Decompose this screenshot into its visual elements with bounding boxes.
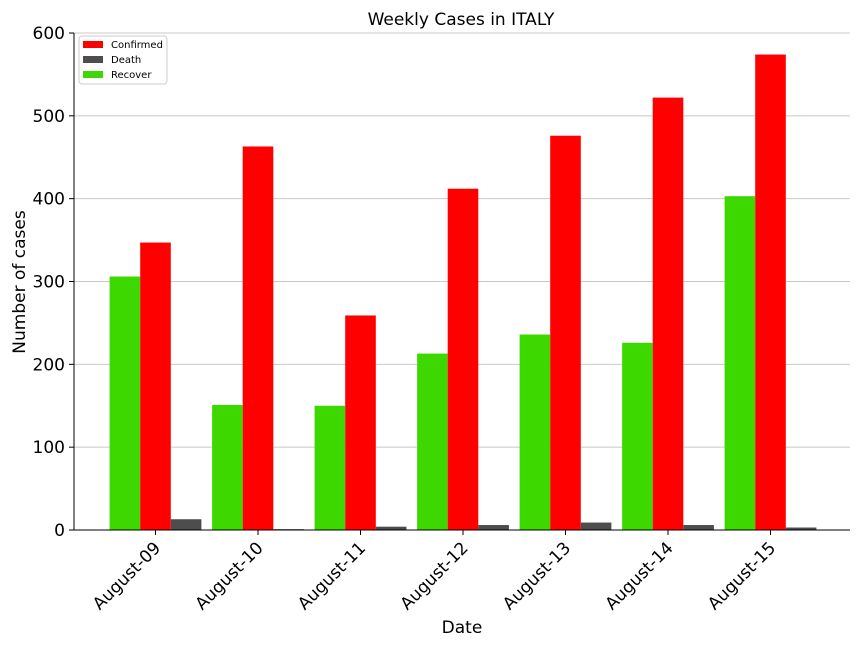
bar-recover-august-11 — [314, 405, 346, 530]
y-tick-label: 0 — [54, 521, 65, 541]
x-tick-label: August-09 — [89, 538, 165, 614]
bar-confirmed-august-13 — [550, 135, 581, 531]
y-tick-label: 600 — [33, 24, 65, 44]
bar-recover-august-12 — [417, 353, 448, 530]
bar-confirmed-august-10 — [242, 146, 274, 530]
bar-death-august-12 — [478, 525, 509, 530]
bar-confirmed-august-14 — [652, 97, 684, 531]
legend-label-death: Death — [111, 55, 141, 66]
bar-recover-august-10 — [212, 404, 243, 530]
legend-label-recover: Recover — [111, 70, 152, 81]
y-tick-label: 300 — [33, 273, 65, 293]
x-ticks: August-09 August-10 August-11 August-12 Augu… — [89, 530, 780, 614]
bar-recover-august-15 — [724, 196, 756, 530]
bar-confirmed-august-15 — [755, 54, 786, 530]
bar-confirmed-august-12 — [447, 188, 479, 530]
legend-swatch-recover — [83, 71, 103, 78]
y-ticks: 0 100 200 300 400 500 600 — [33, 24, 74, 541]
y-tick-label: 100 — [33, 438, 65, 458]
y-tick-label: 500 — [33, 107, 65, 127]
x-tick-label: August-10 — [192, 538, 268, 614]
bar-death-august-09 — [170, 519, 202, 530]
x-tick-label: August-11 — [294, 538, 370, 614]
bar-recover-august-09 — [109, 276, 141, 530]
bars — [109, 54, 817, 531]
x-tick-label: August-13 — [499, 538, 575, 614]
x-tick-label: August-15 — [704, 538, 780, 614]
legend: Confirmed Death Recover — [78, 35, 168, 85]
x-tick-label: August-12 — [397, 538, 473, 614]
x-tick-label: August-14 — [602, 538, 678, 614]
bar-death-august-11 — [375, 526, 407, 530]
bar-recover-august-13 — [519, 334, 551, 530]
bar-confirmed-august-11 — [345, 315, 376, 530]
legend-swatch-death — [83, 56, 103, 63]
legend-swatch-confirmed — [83, 41, 103, 48]
y-axis-label: Number of cases — [10, 210, 30, 354]
bar-confirmed-august-09 — [140, 242, 171, 530]
y-tick-label: 400 — [33, 190, 65, 210]
legend-label-confirmed: Confirmed — [111, 40, 163, 51]
bar-death-august-13 — [580, 522, 612, 530]
bar-death-august-14 — [683, 525, 714, 530]
bar-recover-august-14 — [622, 342, 653, 530]
chart-title: Weekly Cases in ITALY — [368, 10, 555, 30]
y-tick-label: 200 — [33, 355, 65, 375]
bar-death-august-15 — [785, 527, 817, 530]
x-axis-label: Date — [442, 618, 483, 638]
